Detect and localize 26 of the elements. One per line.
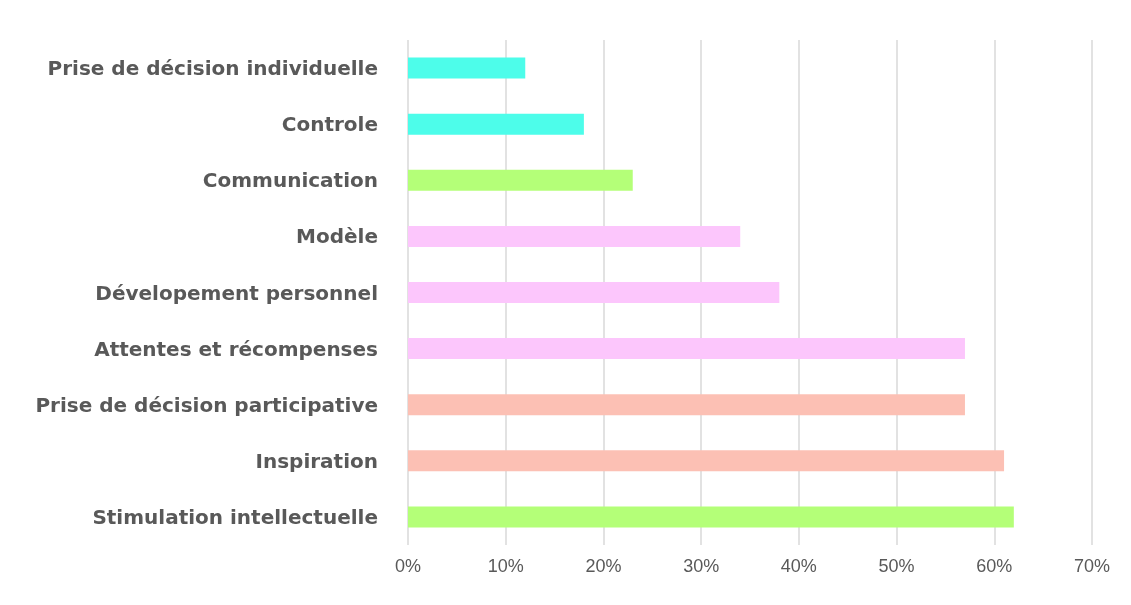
x-tick-label: 60% (976, 556, 1013, 576)
bar (408, 506, 1014, 528)
y-tick-label: Attentes et récompenses (94, 336, 378, 361)
bar (408, 338, 965, 360)
y-tick-label: Inspiration (255, 448, 378, 473)
x-tick-label: 70% (1073, 556, 1111, 576)
bar (408, 113, 584, 135)
bar (408, 394, 965, 416)
y-tick-label: Dévelopement personnel (95, 280, 378, 305)
x-tick-label: 40% (780, 556, 817, 576)
y-tick-label: Modèle (296, 224, 378, 249)
y-tick-label: Controle (281, 112, 378, 137)
bar (408, 282, 780, 303)
x-tick-label: 10% (487, 556, 524, 576)
x-tick-label: 0% (394, 556, 422, 576)
y-tick-label: Prise de décision participative (35, 392, 378, 417)
y-tick-label: Communication (202, 168, 378, 193)
y-tick-label: Prise de décision individuelle (47, 56, 378, 81)
x-tick-label: 50% (878, 556, 915, 576)
bar (408, 169, 633, 191)
bar (408, 57, 526, 79)
bar (408, 450, 1005, 472)
x-tick-label: 20% (585, 556, 622, 576)
y-tick-label: Stimulation intellectuelle (92, 504, 378, 529)
bar (408, 225, 741, 247)
x-tick-label: 30% (683, 556, 720, 576)
